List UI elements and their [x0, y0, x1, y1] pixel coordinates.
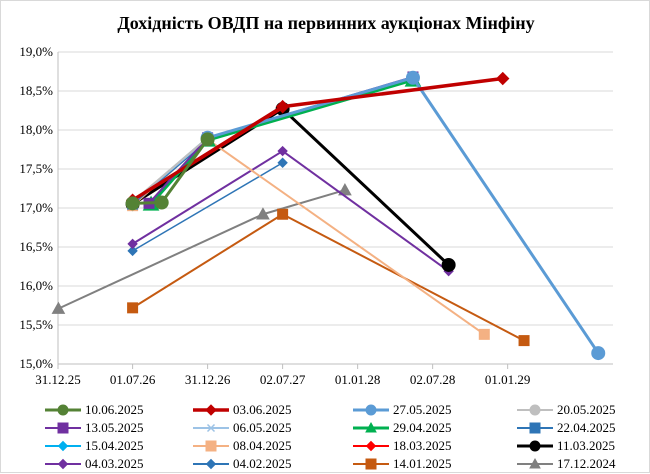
y-tick-label: 19,0% — [19, 44, 53, 59]
legend-label: 04.03.2025 — [85, 456, 144, 471]
legend-label: 29.04.2025 — [393, 420, 452, 435]
data-point — [154, 195, 169, 210]
legend-swatch-marker — [57, 440, 69, 452]
series-line — [132, 162, 284, 252]
data-point — [277, 208, 289, 220]
legend-swatch-marker — [205, 404, 217, 416]
series-14-01-2025 — [127, 208, 530, 347]
legend-label: 04.02.2025 — [233, 456, 292, 471]
legend-swatch-marker — [365, 440, 377, 452]
legend-item: 14.01.2025 — [353, 456, 452, 471]
legend-item: 11.03.2025 — [517, 438, 615, 453]
legend-label: 17.12.2024 — [557, 456, 616, 471]
legend-item: 08.04.2025 — [193, 438, 292, 453]
legend-label: 11.03.2025 — [557, 438, 615, 453]
data-point — [441, 257, 456, 272]
y-tick-label: 18,5% — [19, 83, 53, 98]
data-point — [256, 207, 270, 220]
legend-label: 10.06.2025 — [85, 402, 144, 417]
legend-swatch-marker — [529, 422, 541, 434]
legend-item: 17.12.2024 — [517, 456, 616, 471]
y-tick-label: 15,0% — [19, 356, 53, 371]
legend-item: 13.05.2025 — [45, 420, 144, 435]
x-tick-label: 31.12.25 — [35, 372, 81, 387]
legend-item: 22.04.2025 — [517, 420, 616, 435]
y-tick-label: 15,5% — [19, 317, 53, 332]
data-point — [127, 238, 138, 250]
data-point — [127, 245, 138, 257]
data-point — [478, 328, 490, 340]
legend-label: 14.01.2025 — [393, 456, 452, 471]
chart-title: Дохідність ОВДП на первинних аукціонах М… — [117, 13, 534, 33]
data-point — [496, 71, 510, 86]
legend-swatch-marker — [529, 457, 541, 469]
legend-label: 13.05.2025 — [85, 420, 144, 435]
x-tick-label: 02.07.27 — [260, 372, 306, 387]
legend-swatch-marker — [365, 421, 377, 433]
legend-swatch-marker — [205, 440, 217, 452]
x-tick-label: 01.01.28 — [335, 372, 381, 387]
legend-item: 04.03.2025 — [45, 456, 144, 471]
x-tick-label: 02.07.28 — [410, 372, 456, 387]
legend-item: 27.05.2025 — [353, 402, 452, 417]
y-tick-label: 16,0% — [19, 278, 53, 293]
y-tick-label: 17,0% — [19, 200, 53, 215]
legend-swatch-marker — [365, 404, 377, 416]
series-layer — [51, 70, 606, 361]
series-10-06-2025 — [125, 132, 215, 211]
legend-swatch-marker — [57, 458, 69, 470]
legend-label: 22.04.2025 — [557, 420, 616, 435]
series-04-03-2025 — [127, 145, 454, 277]
legend-label: 20.05.2025 — [557, 402, 616, 417]
legend-label: 06.05.2025 — [233, 420, 292, 435]
axes: 15,0% 15,5% 16,0% 16,5% 17,0% 17,5% 18,0% 18,5%… — [19, 44, 613, 387]
data-point — [51, 301, 66, 314]
x-tick-label: 01.01.29 — [485, 372, 531, 387]
legend-item: 06.05.2025 — [193, 420, 292, 435]
data-point — [338, 183, 352, 196]
legend-label: 08.04.2025 — [233, 438, 292, 453]
legend-swatch-marker — [365, 458, 377, 470]
data-point — [200, 132, 215, 147]
data-point — [277, 145, 288, 157]
legend-item: 15.04.2025 — [45, 438, 144, 453]
y-tick-label: 18,0% — [19, 122, 53, 137]
legend-swatch-marker — [206, 423, 216, 433]
data-point — [277, 157, 288, 168]
series-04-02-2025 — [127, 157, 288, 257]
series-17-12-2024 — [51, 183, 352, 314]
x-tick-label: 31.12.26 — [185, 372, 231, 387]
data-point — [591, 346, 606, 361]
x-tick-label: 01.07.26 — [110, 372, 156, 387]
legend-label: 03.06.2025 — [233, 402, 292, 417]
legend-label: 27.05.2025 — [393, 402, 452, 417]
legend-item: 18.03.2025 — [353, 438, 452, 453]
legend-item: 10.06.2025 — [45, 402, 144, 417]
data-point — [125, 196, 140, 211]
legend-label: 18.03.2025 — [393, 438, 452, 453]
legend-item: 29.04.2025 — [353, 420, 452, 435]
legend-swatch-marker — [529, 440, 541, 452]
data-point — [275, 99, 290, 114]
legend-swatch-marker — [57, 404, 69, 416]
y-tick-label: 17,5% — [19, 161, 53, 176]
data-point — [405, 70, 420, 85]
legend-item: 03.06.2025 — [193, 402, 292, 417]
legend-swatch-marker — [57, 422, 69, 434]
y-tick-label: 16,5% — [19, 239, 53, 254]
legend-swatch-marker — [205, 458, 217, 470]
legend: 10.06.2025 03.06.2025 27.05.2025 20.05.2025… — [45, 402, 616, 471]
data-point — [518, 335, 530, 347]
legend-swatch-marker — [529, 404, 541, 416]
legend-item: 20.05.2025 — [517, 402, 616, 417]
legend-label: 15.04.2025 — [85, 438, 144, 453]
data-point — [127, 302, 139, 314]
legend-item: 04.02.2025 — [193, 456, 292, 471]
